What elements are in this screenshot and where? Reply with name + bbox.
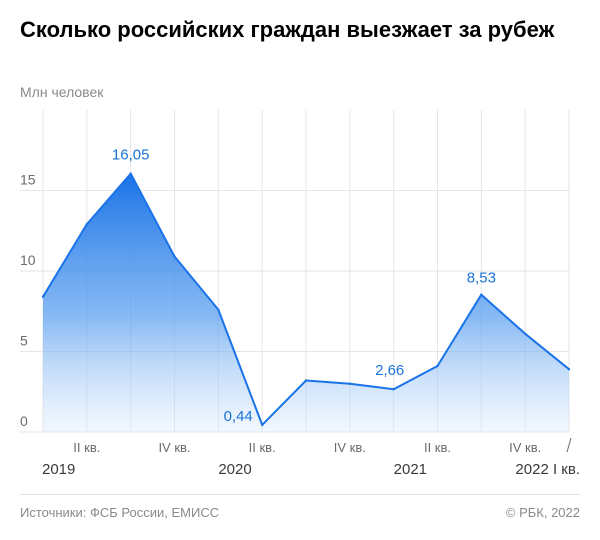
y-tick-label: 5 <box>20 333 28 349</box>
area-series <box>41 172 571 432</box>
area-fill <box>43 173 569 432</box>
chart-title: Сколько российских граждан выезжает за р… <box>20 17 555 42</box>
last-quarter-marker <box>566 437 572 453</box>
x-tick-label: IV кв. <box>509 440 541 455</box>
data-label: 2,66 <box>375 362 404 379</box>
x-tick-label: II кв. <box>424 440 451 455</box>
data-label: 8,53 <box>467 270 496 287</box>
data-point <box>436 364 439 368</box>
data-point <box>523 332 527 335</box>
y-tick-label: 0 <box>20 413 28 429</box>
data-point <box>480 293 483 296</box>
data-label: 16,05 <box>112 147 150 164</box>
copyright: © РБК, 2022 <box>505 505 580 520</box>
year-label: 2019 <box>42 461 75 478</box>
y-tick-label: 15 <box>20 172 36 188</box>
year-label: 2022 I кв. <box>515 461 580 478</box>
year-label: 2020 <box>218 461 251 478</box>
data-point <box>173 255 176 258</box>
data-label: 0,44 <box>224 408 253 425</box>
x-tick-label: IV кв. <box>158 440 190 455</box>
data-point <box>304 379 308 382</box>
area-chart: 0 5 10 15 II кв. IV кв. II кв. IV кв. II кв. IV к… <box>20 110 580 479</box>
data-point <box>217 308 220 311</box>
footer-divider <box>20 494 580 495</box>
data-point <box>260 423 264 427</box>
data-point <box>567 368 571 371</box>
data-point <box>392 387 395 391</box>
data-point <box>129 172 132 175</box>
axes: 0 5 10 15 II кв. IV кв. II кв. IV кв. II кв. IV к… <box>20 172 580 479</box>
source-note: Источники: ФСБ России, ЕМИСС <box>20 505 220 520</box>
data-point <box>348 382 352 385</box>
year-label: 2021 <box>394 461 427 478</box>
x-tick-label: II кв. <box>73 440 100 455</box>
data-labels: 16,05 0,44 2,66 8,53 <box>112 147 496 425</box>
data-point <box>85 223 89 226</box>
x-tick-label: II кв. <box>249 440 276 455</box>
x-tick-label: IV кв. <box>334 440 366 455</box>
unit-label: Млн человек <box>20 84 104 100</box>
data-point <box>41 295 45 298</box>
y-tick-label: 10 <box>20 252 36 268</box>
